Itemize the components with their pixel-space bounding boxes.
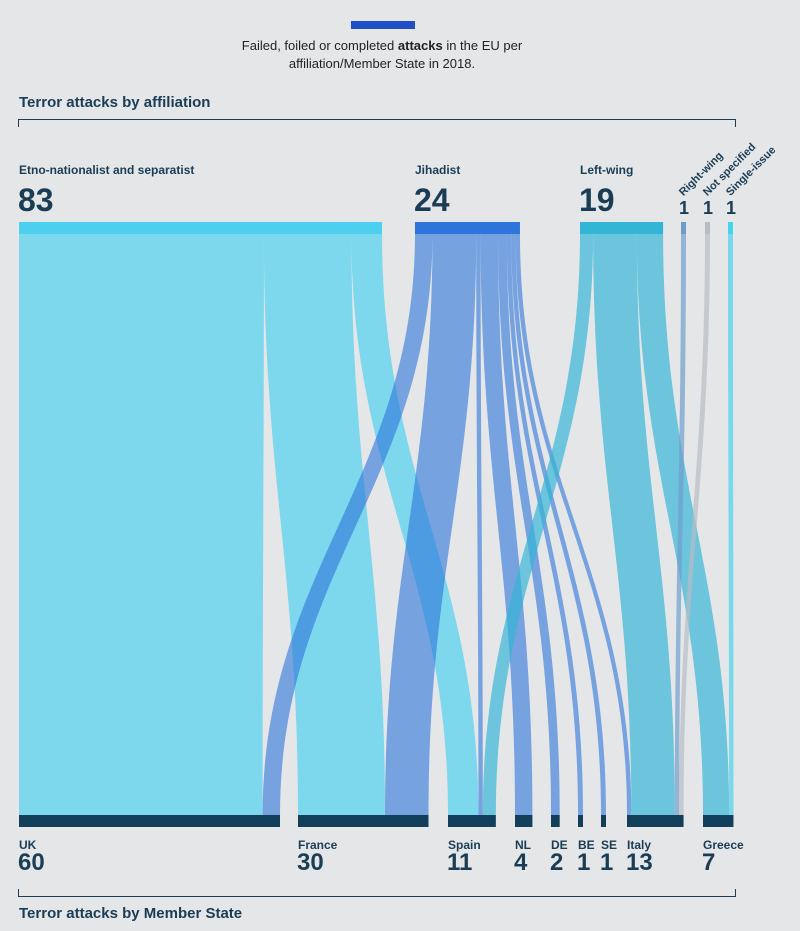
state-label-greece: Greece xyxy=(703,838,744,852)
state-label-uk: UK xyxy=(19,838,37,852)
affiliation-title: Terror attacks by affiliation xyxy=(19,94,211,111)
target-bar-uk xyxy=(19,815,280,827)
legend-line2: affiliation/Member State in 2018. xyxy=(288,56,476,71)
source-bar-not-specified xyxy=(705,222,710,234)
flow-jihadist-to-france xyxy=(385,234,477,815)
state-label-nl: NL xyxy=(515,838,531,852)
affiliation-count-right-wing: 1 xyxy=(679,198,690,218)
top-bracket xyxy=(18,119,736,127)
state-label-france: France xyxy=(298,838,338,852)
target-bar-nl xyxy=(515,815,533,827)
source-bar-right-wing xyxy=(681,222,686,234)
affiliation-label-left-wing: Left-wing xyxy=(580,163,634,177)
target-bar-greece xyxy=(703,815,734,827)
state-label-se: SE xyxy=(601,838,618,852)
bottom-bracket xyxy=(18,889,736,897)
flow-not-specified-to-italy xyxy=(679,234,710,815)
affiliation-count-not-specified: 1 xyxy=(703,198,714,218)
legend-swatch xyxy=(351,21,415,29)
state-count-de: 2 xyxy=(550,849,564,876)
state-count-italy: 13 xyxy=(626,849,653,876)
state-count-france: 30 xyxy=(297,849,324,876)
affiliation-count-left-wing: 19 xyxy=(579,182,615,218)
state-label-italy: Italy xyxy=(627,838,652,852)
flow-jihadist-to-nl xyxy=(480,234,533,815)
state-count-se: 1 xyxy=(600,849,614,876)
flow-left-wing-to-italy xyxy=(593,234,675,815)
state-count-be: 1 xyxy=(577,849,591,876)
flow-right-wing-to-italy xyxy=(674,234,686,815)
source-bar-single-issue xyxy=(728,222,733,234)
affiliation-count-etno-nationalist-and-separatist: 83 xyxy=(18,182,54,218)
target-bar-de xyxy=(551,815,560,827)
target-bar-se xyxy=(601,815,606,827)
state-count-greece: 7 xyxy=(702,849,716,876)
flow-single-issue-to-greece xyxy=(728,234,734,815)
flow-jihadist-to-italy xyxy=(515,234,632,815)
flow-jihadist-to-be xyxy=(506,234,583,815)
affiliation-count-single-issue: 1 xyxy=(726,198,737,218)
target-bar-italy xyxy=(627,815,684,827)
source-bar-left-wing xyxy=(580,222,664,234)
target-bar-spain xyxy=(448,815,496,827)
source-bar-etno-nationalist-and-separatist xyxy=(19,222,382,234)
legend-prefix: Failed, foiled or completed xyxy=(241,38,398,53)
flow-left-wing-to-greece xyxy=(636,234,730,815)
legend-bold: attacks xyxy=(397,38,443,53)
flow-jihadist-to-de xyxy=(498,234,560,815)
state-count-nl: 4 xyxy=(514,849,528,876)
source-bar-jihadist xyxy=(415,222,520,234)
state-count-uk: 60 xyxy=(18,849,45,876)
flow-left-wing-to-spain xyxy=(482,234,594,815)
legend-suffix: in the EU per xyxy=(442,38,523,53)
flow-jihadist-to-spain xyxy=(476,234,483,815)
flow-jihadist-to-se xyxy=(511,234,606,815)
legend-text: Failed, foiled or completed attacks in t… xyxy=(200,37,564,73)
state-label-spain: Spain xyxy=(448,838,481,852)
target-bar-be xyxy=(578,815,583,827)
affiliation-count-jihadist: 24 xyxy=(414,182,450,218)
flow-jihadist-to-uk xyxy=(262,234,433,815)
state-label-be: BE xyxy=(578,838,595,852)
member-state-title: Terror attacks by Member State xyxy=(19,905,243,922)
affiliation-label-etno-nationalist-and-separatist: Etno-nationalist and separatist xyxy=(19,163,195,177)
target-bar-france xyxy=(298,815,429,827)
state-count-spain: 11 xyxy=(447,849,473,876)
state-label-de: DE xyxy=(551,838,568,852)
affiliation-label-jihadist: Jihadist xyxy=(415,163,461,177)
flow-etno-nationalist-and-separatist-to-uk xyxy=(19,234,264,815)
